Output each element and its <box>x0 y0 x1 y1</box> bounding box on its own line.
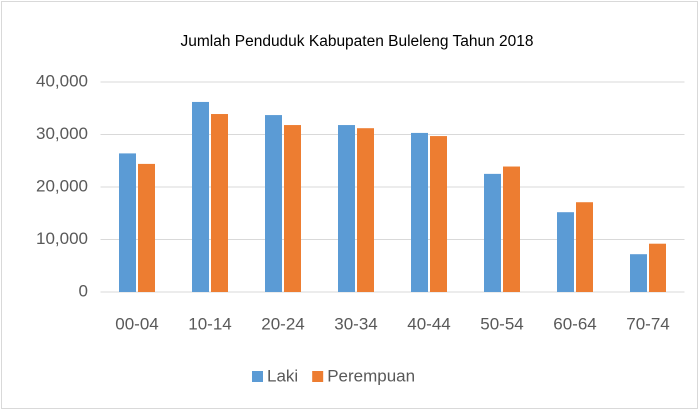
bar <box>503 166 520 292</box>
bar <box>192 101 209 292</box>
x-tick-label: 60-64 <box>553 314 596 333</box>
x-tick-label: 30-34 <box>334 314 377 333</box>
y-tick-label: 10,000 <box>36 229 88 248</box>
chart-title: Jumlah Penduduk Kabupaten Buleleng Tahun… <box>180 33 533 50</box>
x-tick-label: 70-74 <box>626 314 669 333</box>
bar <box>211 114 228 293</box>
bar <box>284 125 301 292</box>
legend-label: Laki <box>267 366 298 385</box>
bar <box>576 202 593 292</box>
bar <box>484 173 501 292</box>
bar <box>430 136 447 292</box>
bar <box>138 163 155 292</box>
bar <box>649 243 666 292</box>
x-tick-label: 10-14 <box>188 314 231 333</box>
bar <box>357 128 374 292</box>
bar <box>411 132 428 292</box>
bar <box>265 115 282 292</box>
bar <box>557 212 574 292</box>
x-tick-label: 40-44 <box>407 314 450 333</box>
y-tick-label: 40,000 <box>36 71 88 90</box>
y-tick-label: 0 <box>79 281 88 300</box>
x-tick-label: 00-04 <box>115 314 158 333</box>
y-tick-label: 30,000 <box>36 124 88 143</box>
bar <box>630 254 647 292</box>
legend-swatch <box>252 371 263 382</box>
legend-label: Perempuan <box>327 366 415 385</box>
x-tick-label: 50-54 <box>480 314 523 333</box>
legend-swatch <box>312 371 324 382</box>
x-tick-label: 20-24 <box>261 314 304 333</box>
bar <box>338 125 355 292</box>
y-tick-label: 20,000 <box>36 176 88 195</box>
bar <box>119 153 136 292</box>
